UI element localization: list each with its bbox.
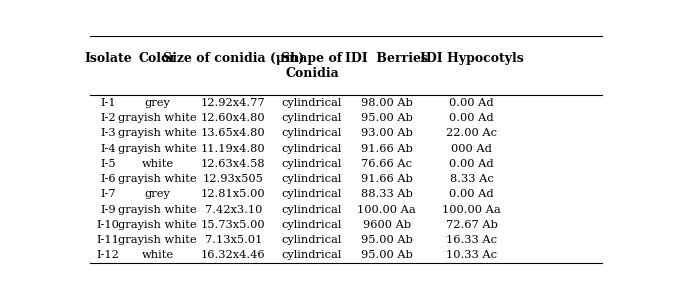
Text: 95.00 Ab: 95.00 Ab — [361, 235, 412, 245]
Text: I-1: I-1 — [100, 98, 115, 108]
Text: cylindrical: cylindrical — [281, 220, 342, 230]
Text: 7.42x3.10: 7.42x3.10 — [205, 205, 262, 215]
Text: I-9: I-9 — [100, 205, 115, 215]
Text: 15.73x5.00: 15.73x5.00 — [201, 220, 266, 230]
Text: 10.33 Ac: 10.33 Ac — [446, 250, 497, 260]
Text: I-3: I-3 — [100, 128, 115, 139]
Text: I-6: I-6 — [100, 174, 115, 184]
Text: Isolate: Isolate — [84, 52, 132, 65]
Text: 13.65x4.80: 13.65x4.80 — [201, 128, 266, 139]
Text: Shape of
Conidia: Shape of Conidia — [281, 52, 342, 80]
Text: 100.00 Aa: 100.00 Aa — [357, 205, 416, 215]
Text: Color: Color — [138, 52, 177, 65]
Text: 7.13x5.01: 7.13x5.01 — [205, 235, 262, 245]
Text: 100.00 Aa: 100.00 Aa — [442, 205, 501, 215]
Text: cylindrical: cylindrical — [281, 98, 342, 108]
Text: 0.00 Ad: 0.00 Ad — [449, 98, 494, 108]
Text: 16.32x4.46: 16.32x4.46 — [201, 250, 266, 260]
Text: 0.00 Ad: 0.00 Ad — [449, 113, 494, 123]
Text: cylindrical: cylindrical — [281, 250, 342, 260]
Text: I-2: I-2 — [100, 113, 115, 123]
Text: I-4: I-4 — [100, 144, 115, 154]
Text: grayish white: grayish white — [118, 235, 197, 245]
Text: IDI Hypocotyls: IDI Hypocotyls — [420, 52, 523, 65]
Text: 0.00 Ad: 0.00 Ad — [449, 159, 494, 169]
Text: grayish white: grayish white — [118, 128, 197, 139]
Text: 93.00 Ab: 93.00 Ab — [361, 128, 412, 139]
Text: 12.81x5.00: 12.81x5.00 — [201, 190, 266, 199]
Text: grey: grey — [144, 190, 171, 199]
Text: I-5: I-5 — [100, 159, 115, 169]
Text: 95.00 Ab: 95.00 Ab — [361, 113, 412, 123]
Text: 91.66 Ab: 91.66 Ab — [361, 174, 412, 184]
Text: grey: grey — [144, 98, 171, 108]
Text: white: white — [142, 250, 173, 260]
Text: 0.00 Ad: 0.00 Ad — [449, 190, 494, 199]
Text: grayish white: grayish white — [118, 113, 197, 123]
Text: I-10: I-10 — [97, 220, 119, 230]
Text: cylindrical: cylindrical — [281, 159, 342, 169]
Text: I-12: I-12 — [97, 250, 119, 260]
Text: 16.33 Ac: 16.33 Ac — [446, 235, 497, 245]
Text: 98.00 Ab: 98.00 Ab — [361, 98, 412, 108]
Text: 12.60x4.80: 12.60x4.80 — [201, 113, 266, 123]
Text: Size of conidia (μm): Size of conidia (μm) — [163, 52, 304, 65]
Text: IDI  Berries: IDI Berries — [345, 52, 428, 65]
Text: 22.00 Ac: 22.00 Ac — [446, 128, 497, 139]
Text: 8.33 Ac: 8.33 Ac — [450, 174, 493, 184]
Text: I-7: I-7 — [100, 190, 115, 199]
Text: 000 Ad: 000 Ad — [451, 144, 492, 154]
Text: 9600 Ab: 9600 Ab — [362, 220, 411, 230]
Text: 88.33 Ab: 88.33 Ab — [361, 190, 412, 199]
Text: cylindrical: cylindrical — [281, 128, 342, 139]
Text: 91.66 Ab: 91.66 Ab — [361, 144, 412, 154]
Text: 76.66 Ac: 76.66 Ac — [361, 159, 412, 169]
Text: 72.67 Ab: 72.67 Ab — [446, 220, 497, 230]
Text: cylindrical: cylindrical — [281, 190, 342, 199]
Text: grayish white: grayish white — [118, 144, 197, 154]
Text: cylindrical: cylindrical — [281, 205, 342, 215]
Text: cylindrical: cylindrical — [281, 113, 342, 123]
Text: cylindrical: cylindrical — [281, 235, 342, 245]
Text: grayish white: grayish white — [118, 205, 197, 215]
Text: white: white — [142, 159, 173, 169]
Text: 12.63x4.58: 12.63x4.58 — [201, 159, 266, 169]
Text: 12.93x505: 12.93x505 — [203, 174, 264, 184]
Text: 12.92x4.77: 12.92x4.77 — [201, 98, 266, 108]
Text: 95.00 Ab: 95.00 Ab — [361, 250, 412, 260]
Text: I-11: I-11 — [97, 235, 119, 245]
Text: grayish white: grayish white — [118, 174, 197, 184]
Text: grayish white: grayish white — [118, 220, 197, 230]
Text: cylindrical: cylindrical — [281, 144, 342, 154]
Text: 11.19x4.80: 11.19x4.80 — [201, 144, 266, 154]
Text: cylindrical: cylindrical — [281, 174, 342, 184]
